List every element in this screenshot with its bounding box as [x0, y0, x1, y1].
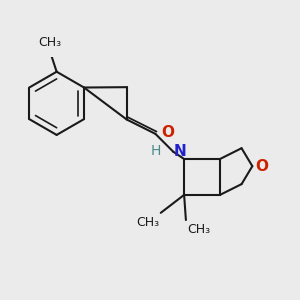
- Text: CH₃: CH₃: [39, 37, 62, 50]
- Text: N: N: [174, 144, 187, 159]
- Text: O: O: [161, 124, 174, 140]
- Text: O: O: [255, 159, 268, 174]
- Text: H: H: [150, 144, 161, 158]
- Text: CH₃: CH₃: [188, 223, 211, 236]
- Text: CH₃: CH₃: [136, 216, 159, 229]
